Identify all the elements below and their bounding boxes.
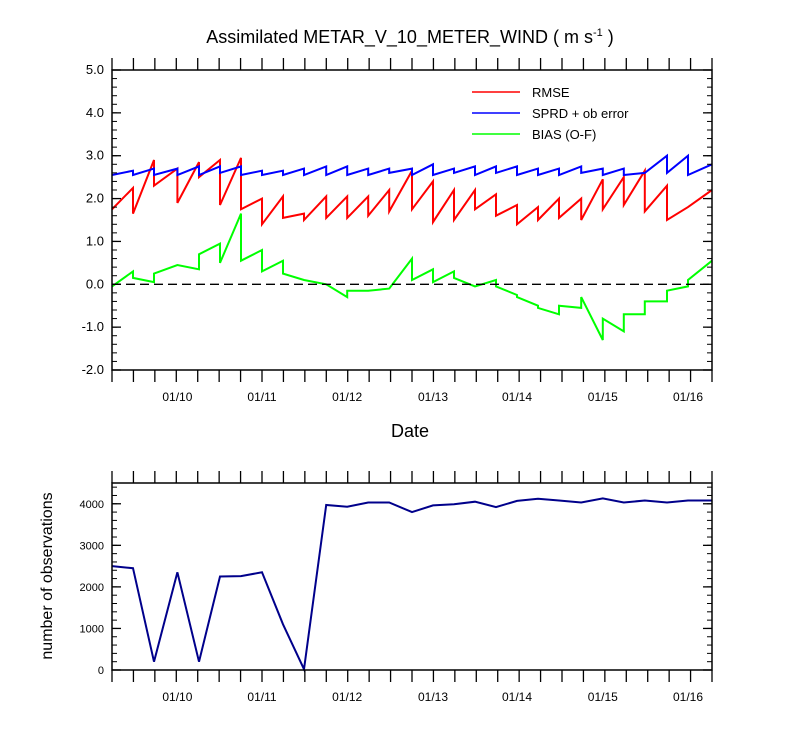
- top-panel: -2.0 -1.0 0.0 1.0 2.0 3.0 4.0 5.0 01/10 01/11 01/1…: [82, 58, 713, 404]
- legend-label-rmse: RMSE: [532, 85, 570, 100]
- chart-title: Assimilated METAR_V_10_METER_WIND ( m s-…: [206, 27, 614, 48]
- legend: RMSE SPRD + ob error BIAS (O-F): [472, 85, 629, 142]
- x-tick-label: 01/15: [588, 390, 618, 404]
- x-tick-label: 01/14: [502, 390, 532, 404]
- chart-title-main: Assimilated METAR_V_10_METER_WIND: [206, 27, 548, 48]
- chart-title-units-close: ): [608, 27, 614, 47]
- y-tick-label: 3000: [80, 540, 104, 552]
- y-tick-label: 2.0: [86, 191, 104, 206]
- y-axis-label-observations: number of observations: [39, 492, 56, 659]
- x-tick-label: 01/15: [588, 690, 618, 704]
- x-tick-label: 01/12: [332, 690, 362, 704]
- x-tick-label: 01/16: [673, 690, 703, 704]
- chart-title-units: ( m s: [553, 27, 593, 47]
- top-plot-frame: [111, 69, 713, 371]
- y-tick-label: 2000: [80, 582, 104, 594]
- x-tick-label: 01/11: [247, 390, 276, 404]
- y-tick-label: 0.0: [86, 276, 104, 291]
- x-tick-label: 01/13: [418, 690, 448, 704]
- x-tick-label: 01/11: [247, 690, 276, 704]
- chart-title-units-sup: -1: [593, 27, 603, 39]
- y-tick-label: -1.0: [82, 319, 104, 334]
- x-tick-label: 01/16: [673, 390, 703, 404]
- x-tick-label: 01/10: [162, 690, 192, 704]
- series-line-bias-o-f: [111, 213, 713, 341]
- y-tick-label: 4000: [80, 499, 104, 511]
- x-tick-label: 01/10: [162, 390, 192, 404]
- bottom-axis-ticks: [111, 471, 713, 682]
- x-tick-label: 01/12: [332, 390, 362, 404]
- top-axis-labels: -2.0 -1.0 0.0 1.0 2.0 3.0 4.0 5.0 01/10 01/11 01/1…: [82, 62, 704, 404]
- bottom-plot-frame: [111, 482, 713, 671]
- bottom-panel: 0 1000 2000 3000 4000 01/10 01/11 01/12 01/13 01/…: [80, 471, 713, 704]
- top-axis-ticks: [111, 58, 713, 382]
- y-tick-label: 3.0: [86, 148, 104, 163]
- x-tick-label: 01/13: [418, 390, 448, 404]
- series-line-sprd-ob-error: [111, 153, 713, 177]
- bottom-axis-labels: 0 1000 2000 3000 4000 01/10 01/11 01/12 01/13 01/…: [80, 499, 704, 704]
- y-tick-label: -2.0: [82, 362, 104, 377]
- top-series-group: [111, 153, 713, 341]
- y-tick-label: 4.0: [86, 105, 104, 120]
- legend-label-sprd: SPRD + ob error: [532, 106, 629, 121]
- y-tick-label: 1000: [80, 623, 104, 635]
- y-tick-label: 5.0: [86, 62, 104, 77]
- series-line-number-of-observations: [111, 497, 712, 673]
- x-tick-label: 01/14: [502, 690, 532, 704]
- y-tick-label: 0: [98, 665, 104, 677]
- bottom-series-group: [111, 497, 712, 673]
- y-tick-label: 1.0: [86, 233, 104, 248]
- x-axis-label: Date: [391, 421, 429, 441]
- legend-label-bias: BIAS (O-F): [532, 127, 596, 142]
